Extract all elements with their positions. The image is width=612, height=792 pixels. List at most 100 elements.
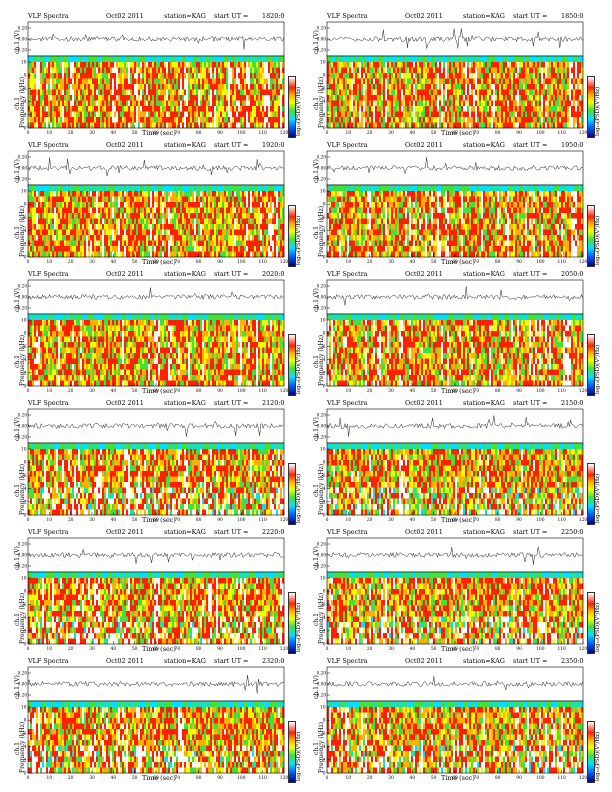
spectrogram-cell xyxy=(60,246,63,252)
spectrogram-cell xyxy=(138,56,141,62)
spectrogram-cell xyxy=(52,95,55,101)
spectrogram-cell xyxy=(355,100,358,107)
spectrogram-cell xyxy=(565,73,568,79)
spectrogram-cell xyxy=(184,117,187,123)
spectrogram-cell xyxy=(52,73,55,79)
spectrogram-cell xyxy=(106,202,109,208)
spectrogram-cell xyxy=(120,196,123,203)
spectrogram-cell xyxy=(40,117,43,123)
spectrogram-cell xyxy=(192,202,195,208)
spectrogram-cell xyxy=(529,106,532,112)
spectrogram-cell xyxy=(230,67,233,74)
spectrogram-cell xyxy=(505,106,508,112)
spectrogram-cell xyxy=(66,67,69,74)
spectrogram-cell xyxy=(357,73,360,79)
spectrogram-cell xyxy=(517,117,520,123)
spectrogram-cell xyxy=(581,111,584,118)
spectrogram-cell xyxy=(327,67,330,74)
spectrogram-cell xyxy=(132,84,135,90)
spectrogram-cell xyxy=(369,78,372,85)
spectrogram-cell xyxy=(371,100,374,107)
spectrogram-cell xyxy=(489,100,492,107)
spectrogram-cell xyxy=(106,89,109,96)
spectrogram-cell xyxy=(66,224,69,230)
spectrogram-cell xyxy=(541,62,544,68)
spectrogram-cell xyxy=(182,111,185,118)
spectrogram-cell xyxy=(50,246,53,252)
spectrogram-cell xyxy=(104,100,107,107)
spectrogram-cell xyxy=(258,117,261,123)
spectrogram-cell xyxy=(523,78,526,85)
spectrogram-cell xyxy=(260,106,263,112)
spectrogram-cell xyxy=(204,229,207,236)
spectrogram-cell xyxy=(64,67,67,74)
spectrogram-cell xyxy=(543,106,546,112)
spectrogram-cell xyxy=(266,89,269,96)
spectrogram-cell xyxy=(176,191,179,197)
spectrogram-cell xyxy=(457,84,460,90)
spectrogram-cell xyxy=(188,196,191,203)
spectrogram-cell xyxy=(42,117,45,123)
spectrogram-cell xyxy=(377,62,380,68)
spectrogram-cell xyxy=(523,62,526,68)
spectrogram-cell xyxy=(114,218,117,225)
spectrogram-cell xyxy=(519,100,522,107)
panel-title: VLF Spectra xyxy=(28,10,69,22)
spectrogram-cell xyxy=(146,246,149,252)
spectrogram-cell xyxy=(475,56,478,62)
spectrogram-cell xyxy=(489,111,492,118)
spectrogram-cell xyxy=(116,251,119,258)
spectrogram-cell xyxy=(134,122,137,129)
spectrogram-cell xyxy=(128,224,131,230)
spectrogram-cell xyxy=(120,100,123,107)
spectrogram-cell xyxy=(132,213,135,219)
spectrogram-cell xyxy=(333,67,336,74)
spectrogram-cell xyxy=(58,213,61,219)
spectrogram-cell xyxy=(100,78,103,85)
spectrogram-cell xyxy=(102,202,105,208)
spectrogram-cell xyxy=(262,213,265,219)
spectrogram-cell xyxy=(224,207,227,214)
spectrogram-cell xyxy=(415,111,418,118)
spectrogram-cell xyxy=(222,89,225,96)
spectrogram-cell xyxy=(70,224,73,230)
spectrogram-cell xyxy=(198,84,201,90)
spectrogram-cell xyxy=(164,218,167,225)
spectrogram-cell xyxy=(172,246,175,252)
spectrogram-cell xyxy=(84,235,87,241)
spectrogram-cell xyxy=(98,191,101,197)
spectrogram-cell xyxy=(577,117,580,123)
spectrogram-cell xyxy=(210,240,213,247)
spectrogram-cell xyxy=(387,106,390,112)
spectrogram-cell xyxy=(234,111,237,118)
spectrogram-cell xyxy=(90,240,93,247)
spectrogram-cell xyxy=(28,196,31,203)
spectrogram-cell xyxy=(531,111,534,118)
spectrogram-cell xyxy=(100,246,103,252)
spectrogram-cell xyxy=(120,213,123,219)
spectrogram-cell xyxy=(92,95,95,101)
spectrogram-cell xyxy=(198,251,201,258)
spectrogram-cell xyxy=(385,122,388,129)
spectrogram-cell xyxy=(82,240,85,247)
spectrogram-cell xyxy=(174,196,177,203)
spectrogram-cell xyxy=(42,246,45,252)
spectrogram-cell xyxy=(266,106,269,112)
spectrogram-cell xyxy=(160,218,163,225)
spectrogram-cell xyxy=(46,218,49,225)
spectrogram-cell xyxy=(48,73,51,79)
spectrogram-cell xyxy=(212,56,215,62)
spectrogram-cell xyxy=(447,73,450,79)
spectrogram-cell xyxy=(84,62,87,68)
spectrogram-cell xyxy=(44,224,47,230)
spectrogram-cell xyxy=(439,95,442,101)
spectrogram-cell xyxy=(108,62,111,68)
spectrogram-cell xyxy=(112,89,115,96)
spectrogram-cell xyxy=(266,117,269,123)
spectrogram-cell xyxy=(164,111,167,118)
spectrogram-cell xyxy=(258,202,261,208)
spectrogram-cell xyxy=(509,111,512,118)
spectrogram-cell xyxy=(198,207,201,214)
spectrogram-cell xyxy=(108,89,111,96)
spectrogram-cell xyxy=(389,89,392,96)
